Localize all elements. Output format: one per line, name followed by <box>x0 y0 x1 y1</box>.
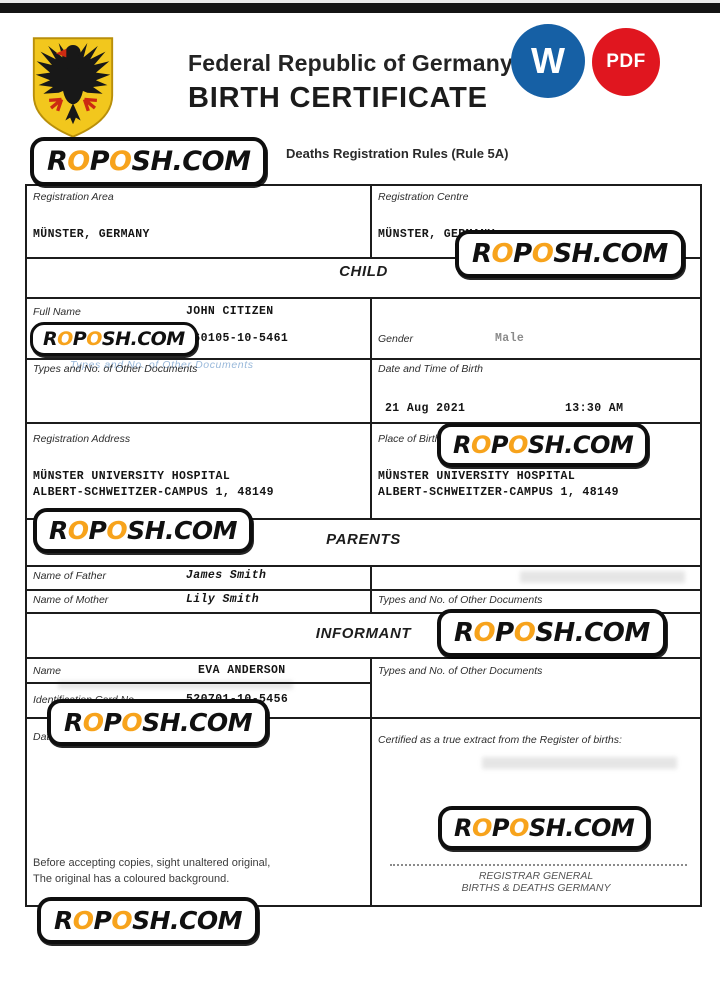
child-other-documents-label: Types and No. of Other Documents <box>33 363 198 375</box>
roposh-watermark-badge: R O P O SH.COM <box>30 137 268 186</box>
registration-centre-label: Registration Centre <box>378 191 469 203</box>
table-column-divider <box>370 184 372 257</box>
birth-datetime-label: Date and Time of Birth <box>378 363 483 375</box>
registration-address-line1: MÜNSTER UNIVERSITY HOSPITAL <box>33 470 231 483</box>
pdf-icon-letters: PDF <box>606 51 646 72</box>
roposh-watermark-badge: R O P O SH.COM <box>37 897 260 944</box>
full-name-value: JOHN CITIZEN <box>186 305 274 318</box>
mother-name-value: Lily Smith <box>186 593 260 606</box>
registration-area-label: Registration Area <box>33 191 114 203</box>
parents-other-documents-label: Types and No. of Other Documents <box>378 594 543 606</box>
section-header-parents: PARENTS <box>326 531 401 548</box>
roposh-watermark-badge: R O P O SH.COM <box>47 699 270 746</box>
country-title: Federal Republic of Germany <box>188 50 513 76</box>
table-column-divider <box>370 297 372 518</box>
rules-subtitle: Deaths Registration Rules (Rule 5A) <box>286 146 509 161</box>
top-black-bar <box>0 3 720 13</box>
father-name-value: James Smith <box>186 569 267 582</box>
father-name-label: Name of Father <box>33 570 106 582</box>
birth-date-value: 21 Aug 2021 <box>385 402 466 415</box>
table-row-border <box>25 358 702 360</box>
gender-value: Male <box>495 332 525 345</box>
word-icon-letter: W <box>531 40 565 81</box>
document-title: BIRTH CERTIFICATE <box>188 82 488 114</box>
table-row-border <box>25 297 702 299</box>
place-of-birth-line1: MÜNSTER UNIVERSITY HOSPITAL <box>378 470 576 483</box>
mother-name-label: Name of Mother <box>33 594 109 606</box>
blurred-placeholder <box>58 681 293 689</box>
child-id-value: 460105-10-5461 <box>186 332 289 345</box>
table-row-border <box>25 257 702 259</box>
blurred-placeholder <box>520 571 685 583</box>
top-light-strip <box>0 0 720 3</box>
certified-extract-label: Certified as a true extract from the Reg… <box>378 734 622 746</box>
roposh-watermark-badge: R O P O SH.COM <box>30 322 198 356</box>
certificate-table-border <box>25 184 702 907</box>
table-row-border <box>25 717 702 719</box>
registration-area-value: MÜNSTER, GERMANY <box>33 228 150 241</box>
other-documents-ghost-text: Types and No. of Other Documents <box>70 359 254 371</box>
roposh-watermark-badge: R O P O SH.COM <box>438 806 651 850</box>
table-row-border <box>25 565 702 567</box>
section-header-informant: INFORMANT <box>315 625 412 642</box>
table-row-border <box>25 612 702 614</box>
copies-note-line1: Before accepting copies, sight unaltered… <box>33 857 271 869</box>
table-row-border <box>25 518 702 520</box>
full-name-label: Full Name <box>33 306 81 318</box>
place-of-birth-label: Place of Birth <box>378 433 441 445</box>
copies-note-line2: The original has a coloured background. <box>33 873 230 885</box>
table-row-border <box>25 422 702 424</box>
registrar-signature-line <box>390 864 687 866</box>
informant-name-value: EVA ANDERSON <box>198 664 286 677</box>
table-row-border <box>25 589 702 591</box>
german-eagle-emblem-icon <box>32 37 114 138</box>
birth-time-value: 13:30 AM <box>565 402 624 415</box>
word-file-icon[interactable]: W <box>511 24 585 98</box>
births-deaths-germany-line: BIRTHS & DEATHS GERMANY <box>461 882 611 894</box>
table-row-border <box>25 657 702 659</box>
registration-address-line2: ALBERT-SCHWEITZER-CAMPUS 1, 48149 <box>33 486 274 499</box>
pdf-file-icon[interactable]: PDF <box>592 28 660 96</box>
blurred-placeholder <box>482 757 677 769</box>
section-header-child: CHILD <box>339 263 388 280</box>
registration-address-label: Registration Address <box>33 433 131 445</box>
roposh-watermark-badge: R O P O SH.COM <box>437 423 650 467</box>
registrar-general-line: REGISTRAR GENERAL <box>478 870 594 882</box>
roposh-watermark-badge: R O P O SH.COM <box>437 609 667 657</box>
table-column-divider <box>370 565 372 612</box>
informant-name-label: Name <box>33 665 62 677</box>
roposh-watermark-badge: R O P O SH.COM <box>33 508 254 553</box>
place-of-birth-line2: ALBERT-SCHWEITZER-CAMPUS 1, 48149 <box>378 486 619 499</box>
table-column-divider <box>370 657 372 907</box>
informant-other-documents-label: Types and No. of Other Documents <box>378 665 543 677</box>
gender-label: Gender <box>378 333 414 345</box>
roposh-watermark-badge: R O P O SH.COM <box>455 230 685 278</box>
table-row-border-left <box>25 682 370 684</box>
